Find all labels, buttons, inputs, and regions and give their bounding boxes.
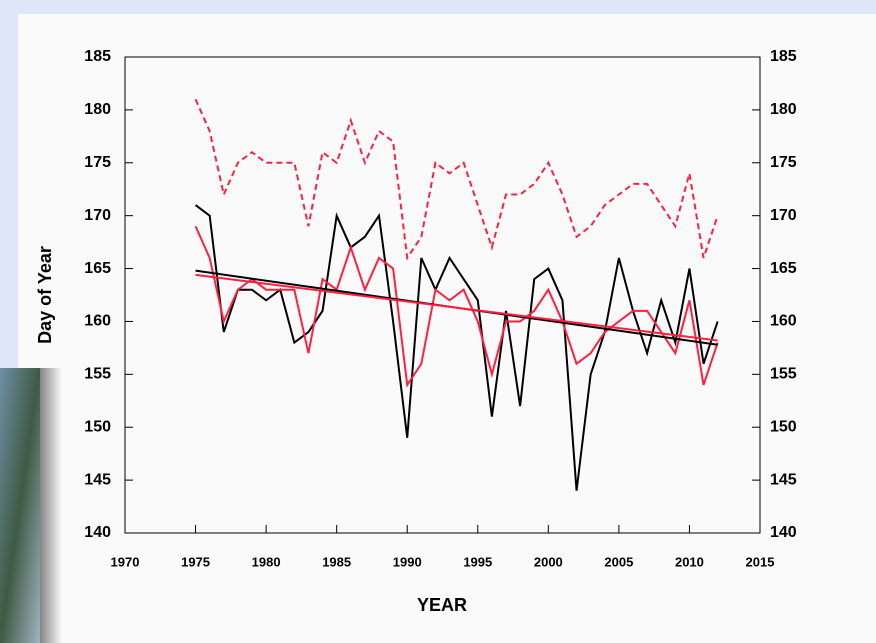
x-tick-label: 1975 [181, 554, 210, 569]
data-line [195, 273, 718, 342]
y2-tick-label: 150 [770, 418, 797, 435]
x-tick-label: 1985 [322, 554, 351, 569]
y2-tick-label: 160 [770, 313, 797, 330]
y2-tick-label: 155 [770, 366, 797, 383]
y-tick-label: 140 [84, 524, 111, 541]
x-tick-label: 2000 [534, 554, 563, 569]
x-tick-label: 1990 [393, 554, 422, 569]
x-axis-title: YEAR [417, 595, 467, 615]
panel [18, 14, 876, 643]
y-tick-label: 165 [84, 260, 111, 277]
y-axis-title: Day of Year [35, 246, 55, 344]
x-tick-label: 2005 [604, 554, 633, 569]
photo-shadow [40, 368, 62, 643]
y-tick-label: 180 [84, 101, 111, 118]
x-tick-label: 1980 [252, 554, 281, 569]
x-tick-label: 2010 [675, 554, 704, 569]
y-tick-label: 145 [84, 471, 111, 488]
y-tick-label: 185 [84, 48, 111, 65]
data-line [194, 204, 719, 491]
y2-tick-label: 170 [770, 207, 797, 224]
y-tick-label: 175 [84, 154, 111, 171]
x-tick-label: 2015 [746, 554, 775, 569]
x-tick-label: 1995 [463, 554, 492, 569]
y2-tick-label: 165 [770, 260, 797, 277]
data-line [194, 225, 719, 388]
y-tick-label: 170 [84, 207, 111, 224]
x-tick-label: 1970 [111, 554, 140, 569]
y-tick-label: 155 [84, 366, 111, 383]
y2-tick-label: 175 [770, 154, 797, 171]
y-tick-label: 150 [84, 418, 111, 435]
data-line [194, 98, 719, 261]
plot-frame [124, 56, 761, 534]
y2-tick-label: 140 [770, 524, 797, 541]
y-tick-label: 160 [84, 313, 111, 330]
y2-tick-label: 145 [770, 471, 797, 488]
y2-tick-label: 180 [770, 101, 797, 118]
y2-tick-label: 185 [770, 48, 797, 65]
photo [0, 368, 40, 643]
